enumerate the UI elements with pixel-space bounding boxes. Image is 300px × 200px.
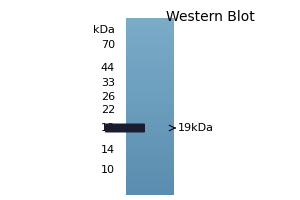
Bar	[126, 91, 174, 93]
Bar	[126, 162, 174, 164]
Bar	[126, 137, 174, 140]
Bar	[126, 25, 174, 27]
Bar	[126, 95, 174, 98]
Bar	[126, 171, 174, 173]
Bar	[126, 102, 174, 104]
Bar	[126, 56, 174, 58]
Bar	[126, 33, 174, 36]
Bar	[126, 40, 174, 42]
Bar	[126, 80, 174, 82]
Text: 14: 14	[101, 145, 115, 155]
Bar	[126, 78, 174, 80]
Bar	[126, 160, 174, 162]
Bar	[126, 175, 174, 177]
Bar	[126, 22, 174, 25]
Bar	[126, 62, 174, 64]
Bar	[126, 149, 174, 151]
Bar	[126, 60, 174, 62]
Text: 70: 70	[101, 40, 115, 50]
Bar	[126, 29, 174, 31]
Bar	[126, 73, 174, 76]
Bar	[126, 118, 174, 120]
Bar	[126, 115, 174, 118]
Bar	[126, 93, 174, 95]
Bar	[126, 177, 174, 180]
Bar	[126, 111, 174, 113]
Bar	[126, 67, 174, 69]
Bar	[126, 180, 174, 182]
Bar	[126, 122, 174, 124]
Bar	[126, 166, 174, 168]
Bar	[126, 100, 174, 102]
Bar	[126, 69, 174, 71]
Bar	[126, 49, 174, 51]
Bar	[126, 168, 174, 171]
Text: kDa: kDa	[93, 25, 115, 35]
Bar	[126, 31, 174, 33]
Bar	[126, 64, 174, 67]
Text: 18: 18	[101, 123, 115, 133]
Bar	[126, 47, 174, 49]
Bar	[126, 157, 174, 160]
Bar	[126, 106, 174, 109]
Bar	[126, 42, 174, 45]
Bar	[126, 126, 174, 129]
Bar	[126, 124, 174, 126]
Bar	[126, 144, 174, 146]
FancyBboxPatch shape	[105, 123, 145, 132]
Bar	[126, 182, 174, 184]
Bar	[126, 51, 174, 53]
Bar	[126, 20, 174, 22]
Bar	[126, 113, 174, 115]
Bar	[126, 131, 174, 133]
Bar	[126, 53, 174, 56]
Bar	[126, 120, 174, 122]
Text: 19kDa: 19kDa	[178, 123, 214, 133]
Bar	[126, 36, 174, 38]
Bar	[126, 129, 174, 131]
Bar	[126, 164, 174, 166]
Bar	[126, 109, 174, 111]
Bar	[126, 98, 174, 100]
Bar	[126, 84, 174, 87]
Bar	[126, 38, 174, 40]
Bar	[126, 58, 174, 60]
Bar	[126, 104, 174, 106]
Bar	[126, 133, 174, 135]
Bar	[126, 188, 174, 191]
Bar	[126, 191, 174, 193]
Bar	[126, 142, 174, 144]
Bar	[126, 193, 174, 195]
Bar	[126, 27, 174, 29]
Bar	[126, 184, 174, 186]
Bar	[126, 87, 174, 89]
Bar	[126, 18, 174, 20]
Bar	[126, 173, 174, 175]
Text: 26: 26	[101, 92, 115, 102]
Text: 44: 44	[101, 63, 115, 73]
Bar	[126, 155, 174, 157]
Bar	[126, 82, 174, 84]
Bar	[126, 71, 174, 73]
Bar	[126, 45, 174, 47]
Bar	[126, 76, 174, 78]
Text: 33: 33	[101, 78, 115, 88]
Text: 10: 10	[101, 165, 115, 175]
Bar	[126, 151, 174, 153]
Text: 22: 22	[101, 105, 115, 115]
Bar	[126, 89, 174, 91]
Bar	[126, 186, 174, 188]
Bar	[126, 135, 174, 137]
Text: Western Blot: Western Blot	[166, 10, 254, 24]
Bar	[126, 153, 174, 155]
Bar	[126, 140, 174, 142]
Bar	[126, 146, 174, 149]
